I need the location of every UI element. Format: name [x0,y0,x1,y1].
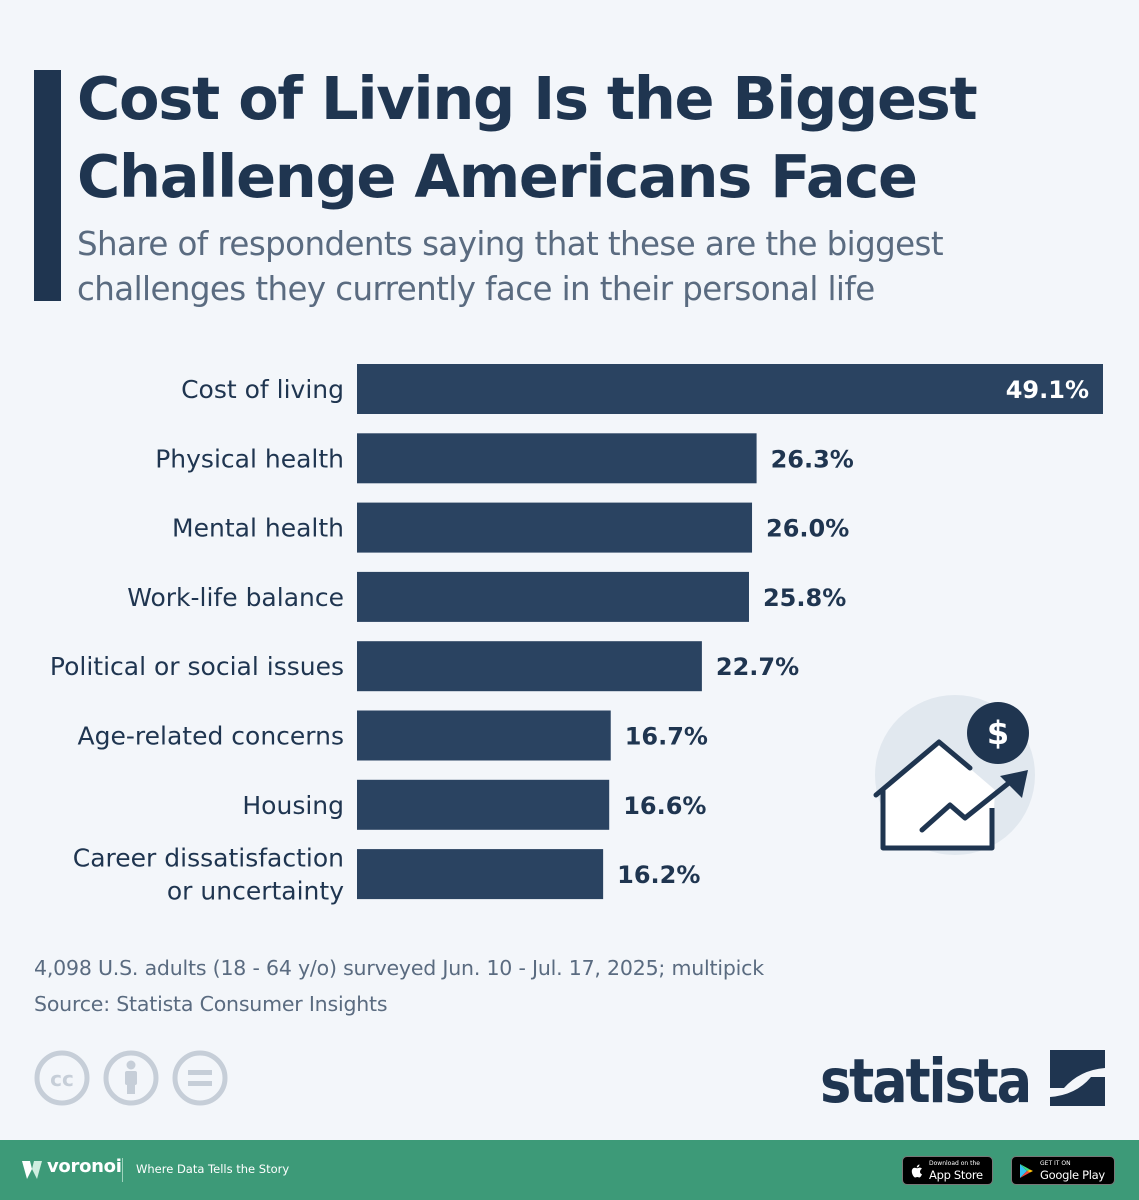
category-label-line: Age-related concerns [78,722,344,751]
voronoi-logo-icon [22,1161,42,1179]
app-store-text: App Store [929,1168,983,1182]
chart-title-line-1: Cost of Living Is the Biggest [77,64,978,133]
footer-tagline: Where Data Tells the Story [136,1162,290,1176]
category-label: Political or social issues [50,652,344,681]
license-icons: cc [34,1050,228,1106]
chart-title-line-2: Challenge Americans Face [77,142,918,211]
app-store-badge[interactable]: Download on the App Store [902,1156,993,1185]
category-label: Age-related concerns [78,722,344,751]
value-label: 49.1% [1006,376,1089,404]
value-label: 26.3% [771,445,854,473]
bar [357,849,604,900]
category-label: Physical health [155,444,344,473]
category-label-line: or uncertainty [167,877,344,906]
google-play-text: Google Play [1040,1168,1105,1182]
footnote: 4,098 U.S. adults (18 - 64 y/o) surveyed… [34,950,764,1022]
category-label-line: Career dissatisfaction [73,844,344,873]
statista-wordmark: statista [820,1046,1030,1115]
house-price-rising-icon: $ [873,695,1035,855]
bar-chart: Cost of living 49.1% Physical health 26.3% M… [50,364,1103,906]
category-label: Work-life balance [127,583,344,612]
category-label: Mental health [172,514,344,543]
value-label: 26.0% [766,515,849,543]
category-label-line: Mental health [172,514,344,543]
value-label: 25.8% [763,584,846,612]
value-label: 16.7% [625,723,708,751]
category-label: Housing [242,791,344,820]
category-label-line: Housing [242,791,344,820]
source-note: Source: Statista Consumer Insights [34,992,388,1016]
value-label: 22.7% [716,653,799,681]
category-label: Cost of living [181,375,344,404]
voronoi-logo-text[interactable]: voronoi [47,1156,122,1177]
chart-subtitle: Share of respondents saying that these a… [77,222,1127,312]
statista-logo: statista [820,1046,1105,1115]
title-accent-bar [34,70,61,301]
value-label: 16.2% [617,861,700,889]
bar [357,710,611,761]
google-play-badge[interactable]: GET IT ON Google Play [1011,1156,1115,1185]
bar [357,502,753,553]
person-icon [103,1050,159,1106]
footer-divider [122,1158,123,1182]
svg-text:cc: cc [50,1067,74,1091]
survey-note: 4,098 U.S. adults (18 - 64 y/o) surveyed… [34,956,764,980]
chart-subtitle-line-1: Share of respondents saying that these a… [77,225,944,263]
bar [357,641,702,692]
equals-icon [172,1050,228,1106]
google-play-icon [1020,1164,1033,1178]
chart-title: Cost of Living Is the Biggest Challenge A… [77,60,1117,216]
footer-bar: voronoi Where Data Tells the Story Downl… [0,1140,1139,1200]
cc-icon: cc [34,1050,90,1106]
category-label-line: Political or social issues [50,652,344,681]
apple-icon [911,1164,922,1178]
category-label: Career dissatisfaction or uncertainty [73,844,344,906]
value-label: 16.6% [623,792,706,820]
statista-mark-icon [1050,1050,1105,1106]
category-label-line: Work-life balance [127,583,344,612]
svg-text:$: $ [987,714,1009,752]
bar [357,571,749,622]
category-label-line: Physical health [155,444,344,473]
category-label-line: Cost of living [181,375,344,404]
chart-subtitle-line-2: challenges they currently face in their … [77,270,875,308]
bar [357,433,757,484]
bar [357,364,1103,414]
app-store-small-text: Download on the [929,1160,980,1167]
google-play-small-text: GET IT ON [1040,1160,1071,1167]
bar [357,779,610,830]
